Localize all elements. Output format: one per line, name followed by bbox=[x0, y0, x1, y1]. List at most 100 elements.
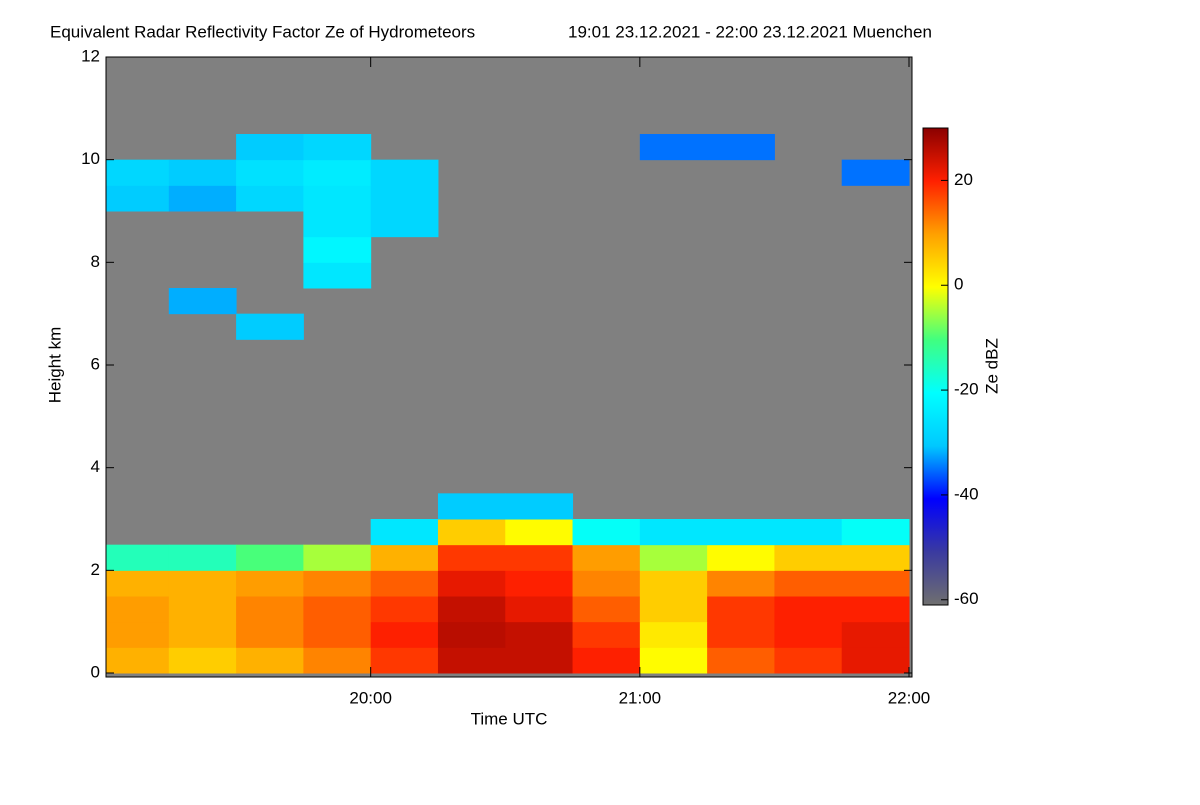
cell bbox=[303, 185, 372, 212]
cell bbox=[370, 519, 439, 546]
colorbar bbox=[922, 127, 949, 606]
cell bbox=[303, 647, 372, 674]
y-tick-label: 2 bbox=[91, 560, 100, 579]
cell bbox=[236, 134, 304, 161]
colorbar-tick-label: -20 bbox=[954, 380, 979, 399]
cell bbox=[236, 596, 304, 623]
cell bbox=[303, 134, 372, 161]
cell bbox=[168, 647, 237, 674]
x-tick-label: 21:00 bbox=[619, 688, 662, 707]
cell bbox=[168, 544, 237, 571]
cell bbox=[841, 647, 910, 674]
y-tick-label: 8 bbox=[91, 252, 100, 271]
cell bbox=[437, 596, 506, 623]
cell bbox=[370, 185, 439, 212]
cell bbox=[106, 570, 170, 597]
cell bbox=[572, 621, 641, 648]
cell bbox=[303, 621, 372, 648]
cell bbox=[236, 544, 304, 571]
cell bbox=[106, 621, 170, 648]
cell bbox=[106, 544, 170, 571]
x-axis-label: Time UTC bbox=[471, 709, 548, 728]
y-tick-label: 6 bbox=[91, 354, 100, 373]
cell bbox=[370, 544, 439, 571]
cell bbox=[505, 519, 574, 546]
y-axis-label: Height km bbox=[45, 327, 64, 404]
cell bbox=[707, 544, 775, 571]
cell bbox=[303, 570, 372, 597]
cell bbox=[168, 621, 237, 648]
cell bbox=[639, 621, 708, 648]
cell bbox=[639, 544, 708, 571]
cell bbox=[774, 519, 843, 546]
chart-title: Equivalent Radar Reflectivity Factor Ze … bbox=[50, 22, 475, 41]
cell bbox=[505, 647, 574, 674]
cell bbox=[841, 159, 910, 186]
cell bbox=[303, 262, 372, 289]
cell bbox=[639, 570, 708, 597]
cell bbox=[572, 519, 641, 546]
plot-frame bbox=[105, 56, 913, 678]
cell bbox=[303, 596, 372, 623]
cell bbox=[370, 211, 439, 238]
cell bbox=[707, 134, 775, 161]
cell bbox=[841, 544, 910, 571]
cell bbox=[303, 211, 372, 238]
y-tick-label: 4 bbox=[91, 457, 100, 476]
colorbar-tick-label: -60 bbox=[954, 589, 979, 608]
cell bbox=[707, 647, 775, 674]
cell bbox=[106, 159, 170, 186]
cell bbox=[437, 570, 506, 597]
cell bbox=[841, 519, 910, 546]
x-tick-label: 20:00 bbox=[349, 688, 392, 707]
cell bbox=[437, 621, 506, 648]
y-tick-label: 12 bbox=[81, 46, 100, 65]
cell bbox=[639, 519, 708, 546]
cell bbox=[639, 596, 708, 623]
cell bbox=[236, 647, 304, 674]
cell bbox=[774, 544, 843, 571]
cell bbox=[236, 570, 304, 597]
cell bbox=[639, 647, 708, 674]
cell bbox=[236, 159, 304, 186]
y-tick-label: 0 bbox=[91, 662, 100, 681]
cell bbox=[236, 621, 304, 648]
cell bbox=[370, 570, 439, 597]
cells bbox=[106, 134, 910, 674]
cell bbox=[572, 570, 641, 597]
colorbar-tick-label: 0 bbox=[954, 275, 963, 294]
cell bbox=[505, 544, 574, 571]
cell bbox=[168, 570, 237, 597]
cell bbox=[168, 159, 237, 186]
cell bbox=[505, 596, 574, 623]
cell bbox=[707, 570, 775, 597]
x-tick-label: 22:00 bbox=[888, 688, 931, 707]
cell bbox=[774, 647, 843, 674]
cell bbox=[505, 493, 574, 520]
cell bbox=[437, 647, 506, 674]
cell bbox=[106, 647, 170, 674]
colorbar-tick-label: -40 bbox=[954, 484, 979, 503]
cell bbox=[168, 596, 237, 623]
cell bbox=[707, 621, 775, 648]
cell bbox=[106, 185, 170, 212]
colorbar-label: Ze dBZ bbox=[982, 338, 1001, 394]
cell bbox=[370, 159, 439, 186]
cell bbox=[236, 313, 304, 340]
cell bbox=[303, 544, 372, 571]
cell bbox=[370, 621, 439, 648]
cell bbox=[236, 185, 304, 212]
cell bbox=[707, 519, 775, 546]
cell bbox=[106, 596, 170, 623]
cell bbox=[370, 596, 439, 623]
cell bbox=[639, 134, 708, 161]
cell bbox=[774, 621, 843, 648]
cell bbox=[370, 647, 439, 674]
cell bbox=[505, 621, 574, 648]
cell bbox=[841, 570, 910, 597]
cell bbox=[437, 544, 506, 571]
cell bbox=[437, 519, 506, 546]
cell bbox=[572, 544, 641, 571]
cell bbox=[774, 570, 843, 597]
